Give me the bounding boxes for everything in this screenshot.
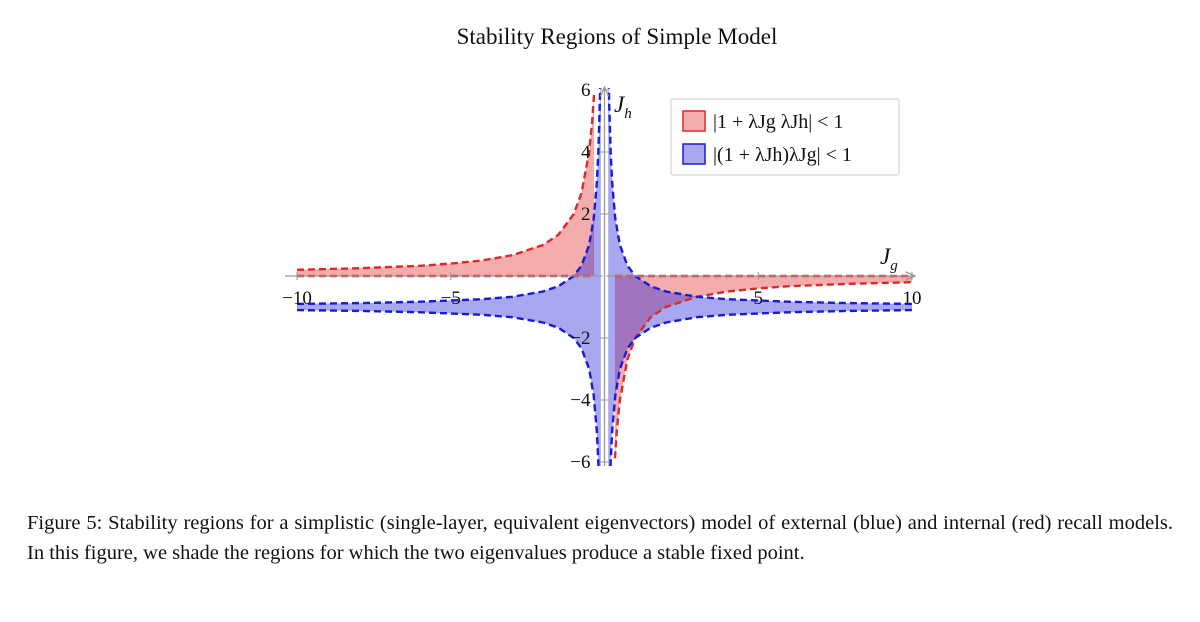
y-tick-label: −2 [570,328,590,349]
axis-label-sub: h [624,106,632,122]
axis-label-main: J [614,92,626,117]
region-boundary [296,308,913,466]
legend-swatch [682,143,706,165]
x-tick-label: −10 [282,288,312,309]
legend-box [670,98,900,176]
chart: Stability Regions of Simple Model −10 −5 5… [282,24,922,473]
axis-label: Jg [880,244,898,274]
legend-swatch [682,110,706,132]
x-tick-label: −5 [441,288,461,309]
y-tick-label: 2 [581,204,591,225]
x-tick-label: 5 [754,288,764,309]
legend: |1 + λJg λJh| < 1 |(1 + λJh)λJg| < 1 [670,98,900,176]
axis-label-sub: g [890,258,898,274]
axis-label: Jh [614,92,632,122]
x-tick-label: 10 [903,288,922,309]
legend-label: |1 + λJg λJh| < 1 [713,111,844,133]
legend-label: |(1 + λJh)λJg| < 1 [713,144,852,166]
caption: Figure 5: Stability regions for a simpli… [27,512,1173,564]
axis-label-main: J [880,244,892,269]
chart-title: Stability Regions of Simple Model [457,24,778,49]
y-tick-label: −6 [570,452,590,473]
y-tick-label: 4 [581,142,591,163]
y-tick-label: −4 [570,390,591,411]
y-tick-label: 6 [581,80,591,101]
